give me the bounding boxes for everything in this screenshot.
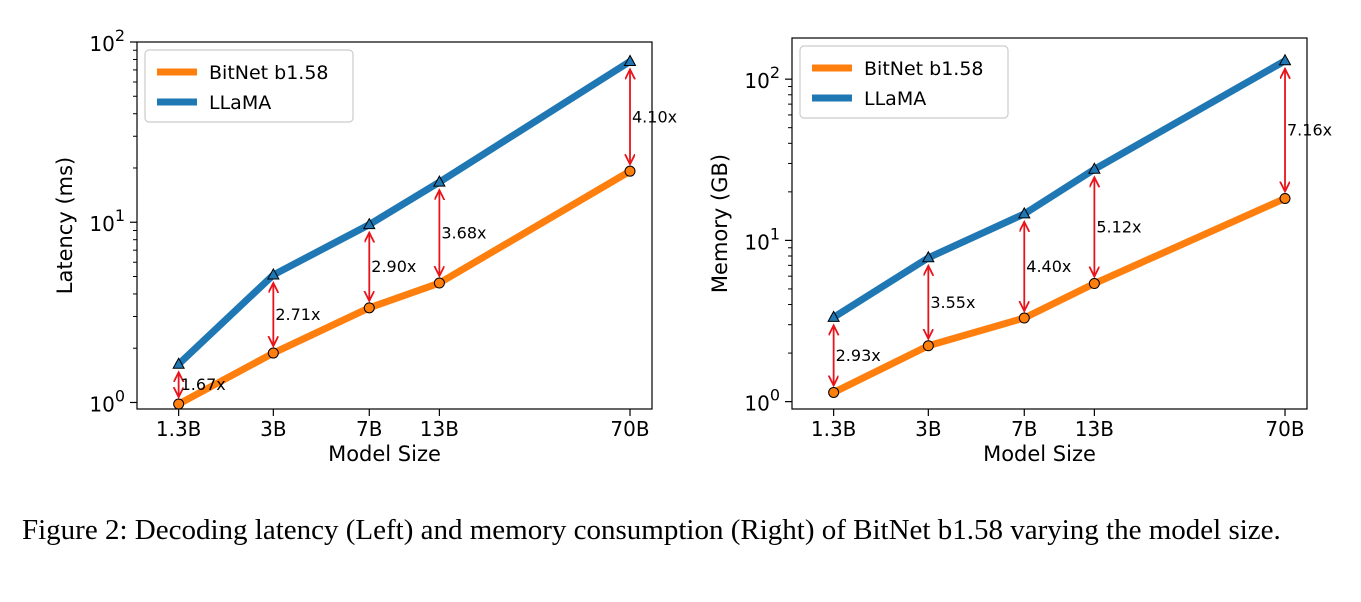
figure-caption: Figure 2: Decoding latency (Left) and me… [22, 514, 1281, 546]
x-tick-label: 13B [420, 417, 459, 441]
y-tick-label: 102 [744, 63, 780, 93]
x-tick-label: 70B [610, 417, 649, 441]
bitnet-point [624, 165, 636, 177]
bitnet-point [1279, 192, 1291, 204]
llama-point [266, 267, 280, 280]
bitnet-point [173, 398, 185, 410]
y-tick-label: 100 [89, 386, 125, 416]
x-tick-label: 1.3B [811, 417, 857, 441]
x-tick-label: 3B [260, 417, 286, 441]
legend-bitnet-label: BitNet b1.58 [209, 62, 329, 84]
llama-point [433, 175, 446, 187]
memory-chart: 100 101 102 1.3B 3B 7B 13B 70B Model Size Memory … [708, 37, 1332, 466]
llama-point [921, 250, 935, 263]
x-axis-label: Model Size [328, 442, 441, 466]
x-tick-label: 7B [356, 417, 382, 441]
llama-point [1278, 53, 1292, 66]
y-axis-label: Latency (ms) [53, 157, 77, 294]
x-tick-label: 7B [1011, 417, 1037, 441]
y-tick-label: 102 [89, 26, 125, 56]
bitnet-point [433, 277, 445, 289]
plot-frame [791, 37, 1308, 410]
y-tick-label: 101 [89, 206, 125, 236]
ratio-label: 7.16x [1287, 121, 1332, 140]
y-tick-label: 100 [744, 386, 780, 416]
x-tick-label: 3B [915, 417, 941, 441]
llama-point [827, 310, 840, 322]
bitnet-point [363, 302, 375, 314]
legend-llama-label: LLaMA [209, 92, 271, 114]
ratio-label: 2.90x [371, 257, 416, 276]
y-tick-label: 101 [744, 224, 780, 254]
ratio-label: 3.68x [441, 224, 486, 243]
ratio-label: 4.40x [1026, 257, 1071, 276]
figure: 100 101 102 1.3B 3B 7B 13B 70B Model Size Latency… [53, 26, 1332, 466]
y-axis-label: Memory (GB) [708, 154, 732, 293]
llama-point [362, 217, 376, 230]
ratio-label: 5.12x [1096, 217, 1141, 236]
x-axis-label: Model Size [983, 442, 1096, 466]
llama-point [1088, 162, 1101, 174]
llama-point [172, 357, 185, 369]
llama-point [1017, 206, 1031, 219]
bitnet-point [828, 386, 840, 398]
bitnet-line [830, 194, 1289, 396]
x-tick-label: 1.3B [156, 417, 202, 441]
ratio-label: 2.71x [275, 305, 320, 324]
x-tick-label: 13B [1075, 417, 1114, 441]
legend-llama-label: LLaMA [864, 88, 926, 110]
x-tick-label: 70B [1265, 417, 1304, 441]
bitnet-point [1088, 278, 1100, 290]
ratio-label: 3.55x [930, 293, 975, 312]
llama-point [623, 54, 637, 66]
ratio-label: 2.93x [836, 346, 881, 365]
bitnet-point [1018, 312, 1030, 324]
plot-frame [136, 41, 653, 410]
latency-chart: 100 101 102 1.3B 3B 7B 13B 70B Model Size Latency… [53, 26, 677, 466]
legend-bitnet-label: BitNet b1.58 [864, 58, 984, 80]
bitnet-point [922, 340, 934, 352]
ratio-label: 4.10x [632, 107, 677, 126]
ratio-label: 1.67x [181, 375, 226, 394]
bitnet-point [267, 347, 279, 359]
